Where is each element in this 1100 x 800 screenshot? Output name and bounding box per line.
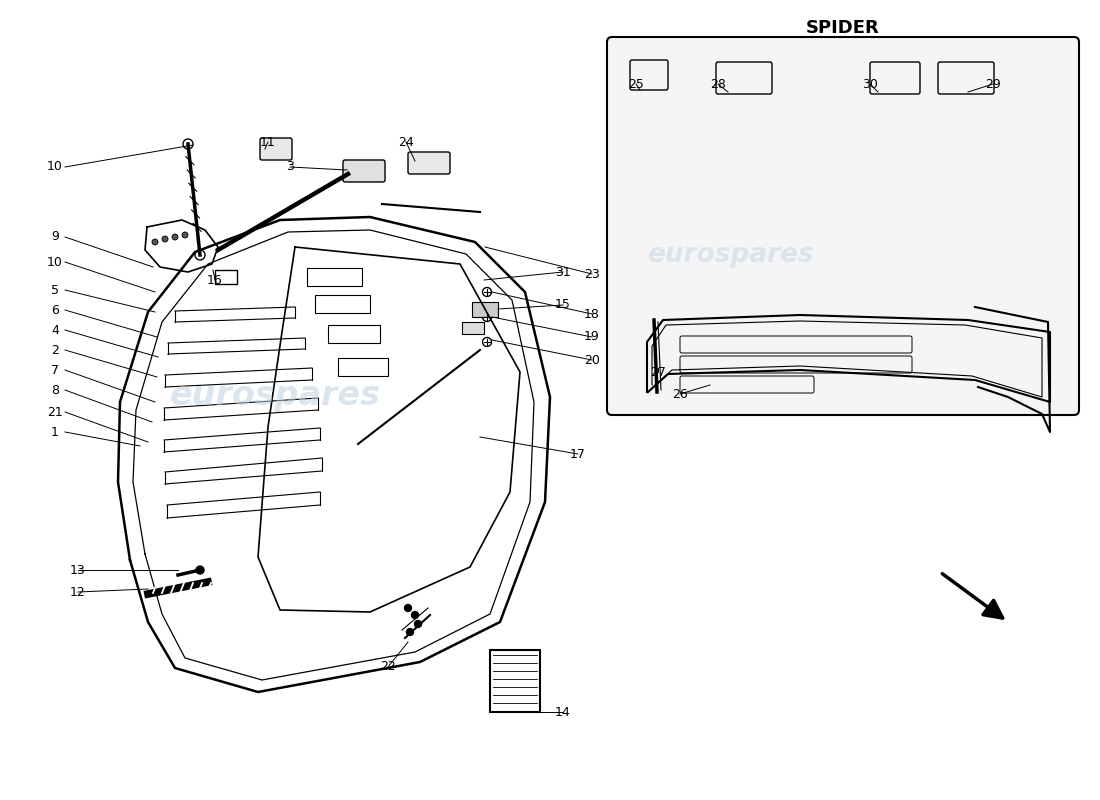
- Circle shape: [405, 605, 411, 611]
- FancyBboxPatch shape: [462, 322, 484, 334]
- Text: 4: 4: [51, 323, 59, 337]
- Text: 19: 19: [584, 330, 600, 343]
- Text: 3: 3: [286, 161, 294, 174]
- Text: 11: 11: [260, 135, 276, 149]
- Circle shape: [196, 566, 204, 574]
- FancyBboxPatch shape: [260, 138, 292, 160]
- FancyBboxPatch shape: [472, 302, 498, 317]
- Text: eurospares: eurospares: [169, 378, 381, 411]
- Text: 20: 20: [584, 354, 600, 366]
- Text: 12: 12: [70, 586, 86, 598]
- FancyBboxPatch shape: [607, 37, 1079, 415]
- Text: 26: 26: [672, 387, 688, 401]
- Circle shape: [172, 234, 178, 240]
- Text: 8: 8: [51, 383, 59, 397]
- Text: 17: 17: [570, 447, 586, 461]
- Text: 22: 22: [381, 661, 396, 674]
- Text: 31: 31: [556, 266, 571, 278]
- Circle shape: [162, 236, 168, 242]
- Circle shape: [152, 239, 158, 245]
- Text: 1: 1: [51, 426, 59, 438]
- Text: 7: 7: [51, 363, 59, 377]
- Text: 10: 10: [47, 161, 63, 174]
- Text: 29: 29: [986, 78, 1001, 90]
- Text: 9: 9: [51, 230, 59, 243]
- Text: eurospares: eurospares: [647, 242, 813, 268]
- FancyBboxPatch shape: [343, 160, 385, 182]
- Circle shape: [182, 232, 188, 238]
- Circle shape: [407, 629, 414, 635]
- Circle shape: [415, 621, 421, 627]
- Text: 27: 27: [650, 366, 666, 378]
- Text: 28: 28: [711, 78, 726, 90]
- Text: SPIDER: SPIDER: [806, 19, 880, 37]
- Text: 21: 21: [47, 406, 63, 418]
- FancyBboxPatch shape: [408, 152, 450, 174]
- Text: 30: 30: [862, 78, 878, 90]
- Text: 25: 25: [628, 78, 643, 90]
- Text: 10: 10: [47, 255, 63, 269]
- Text: 23: 23: [584, 267, 600, 281]
- Text: 6: 6: [51, 303, 59, 317]
- Text: 14: 14: [556, 706, 571, 718]
- Text: 13: 13: [70, 563, 86, 577]
- Text: 5: 5: [51, 283, 59, 297]
- Text: 16: 16: [207, 274, 223, 286]
- Text: 2: 2: [51, 343, 59, 357]
- Circle shape: [411, 611, 418, 618]
- Text: 18: 18: [584, 307, 600, 321]
- Text: 15: 15: [556, 298, 571, 311]
- Text: 24: 24: [398, 135, 414, 149]
